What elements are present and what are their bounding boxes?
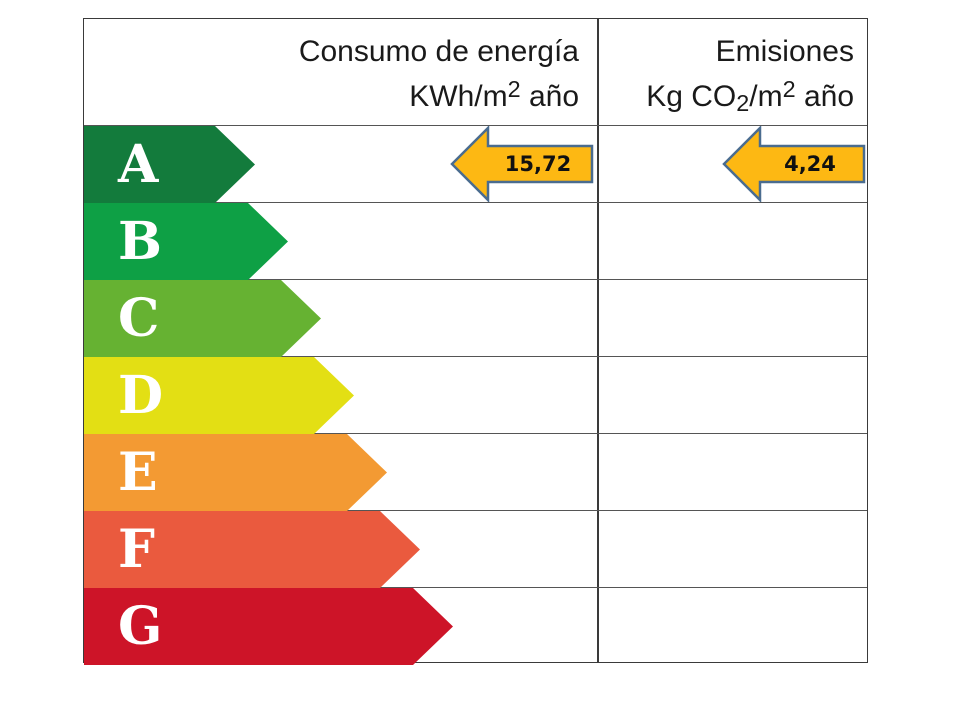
rating-bar-a: A xyxy=(84,126,255,203)
energy-label-table: Consumo de energía KWh/m2 año Emisiones … xyxy=(83,18,868,663)
energy-header-unit: KWh/m2 año xyxy=(409,76,579,113)
emissions-header-title: Emisiones xyxy=(715,35,854,68)
rating-letter: G xyxy=(118,596,164,657)
rating-letter: D xyxy=(118,365,165,426)
rating-letter: E xyxy=(118,442,159,503)
emissions-value: 4,24 xyxy=(784,152,836,176)
rating-letter: A xyxy=(118,134,160,195)
row-divider xyxy=(84,356,867,357)
emissions-header: Emisiones Kg CO2/m2 año xyxy=(598,19,868,125)
header-divider xyxy=(84,125,867,126)
left-arrow-icon xyxy=(450,126,594,202)
row-divider xyxy=(84,202,867,203)
rating-bar-e: E xyxy=(84,434,387,511)
rating-bar-b: B xyxy=(84,203,288,280)
rating-bar-g: G xyxy=(84,588,453,665)
rating-letter: B xyxy=(118,211,163,272)
row-divider xyxy=(84,510,867,511)
rating-bar-d: D xyxy=(84,357,354,434)
energy-rating-arrow: 15,72 xyxy=(450,126,595,202)
row-divider xyxy=(84,433,867,434)
row-divider xyxy=(84,587,867,588)
rating-bar-f: F xyxy=(84,511,420,588)
rating-letter: C xyxy=(118,288,161,349)
rating-letter: F xyxy=(118,519,156,580)
row-divider xyxy=(84,279,867,280)
energy-header-title: Consumo de energía xyxy=(298,35,579,68)
energy-header: Consumo de energía KWh/m2 año xyxy=(84,19,597,125)
emissions-rating-arrow: 4,24 xyxy=(722,126,867,202)
rating-bar-c: C xyxy=(84,280,321,357)
left-arrow-icon xyxy=(722,126,866,202)
column-divider xyxy=(597,19,599,662)
energy-value: 15,72 xyxy=(504,152,572,176)
emissions-header-unit: Kg CO2/m2 año xyxy=(646,76,854,117)
